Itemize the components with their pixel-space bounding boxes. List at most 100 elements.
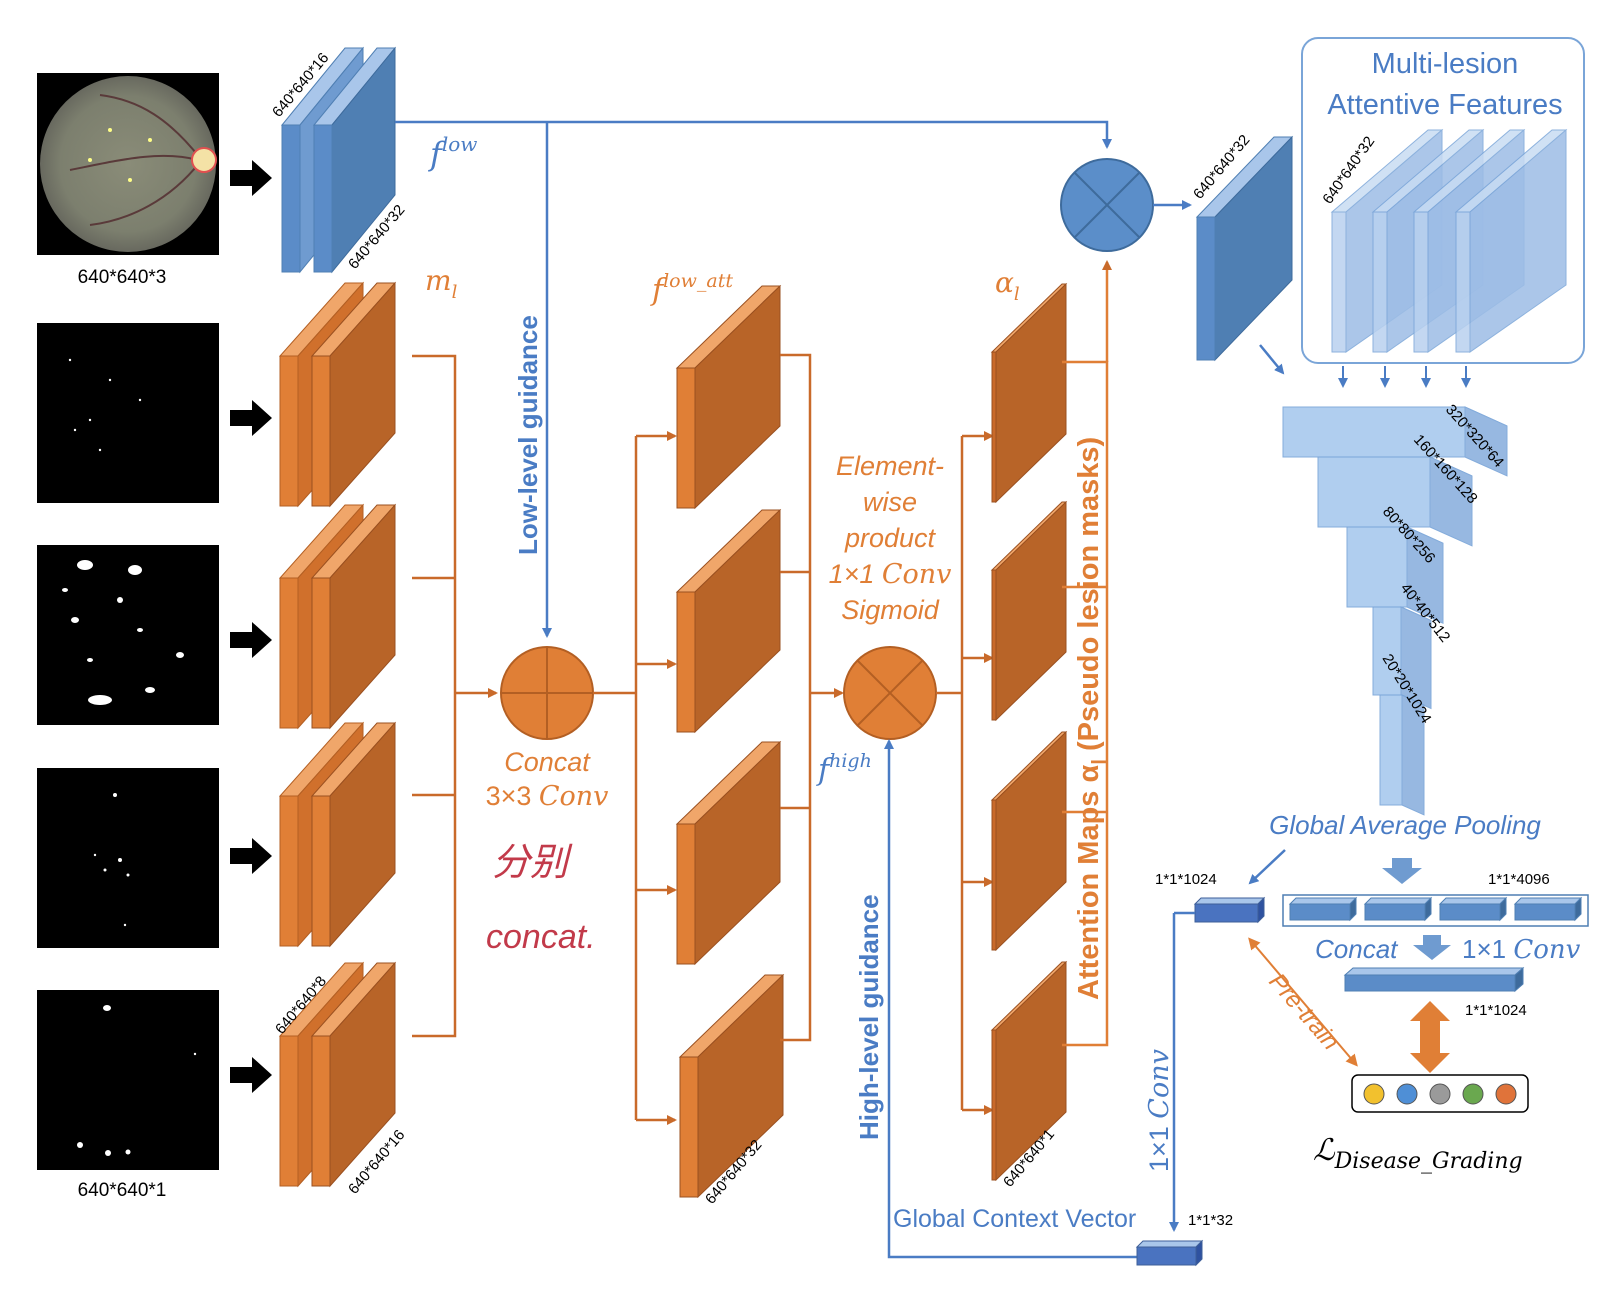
pooling-to-vector-arrow [1248,849,1286,885]
output-product-circle [1060,158,1192,252]
fc-vector-dim: 1*1*1024 [1465,1002,1527,1019]
svg-text:Element-: Element- [836,451,944,481]
low-att-feature-blocks [675,284,785,1199]
global-context-label: Global Context Vector [893,1205,1136,1233]
concat-conv-label: Concat 1×1 Conv [1315,934,1581,965]
pooling-down-arrow-icon [1382,858,1422,884]
alpha-distribution-lines [936,431,994,1115]
vector-segment [1438,896,1508,922]
low-att-block [675,508,782,734]
svg-text:分别: 分别 [492,842,573,884]
mask-block-front [310,503,397,730]
mask-block-front [310,961,397,1188]
encoder-block: 640*640*16 640*640*32 [269,46,408,274]
high-level-guidance-label: High-level guidance [854,894,884,1140]
loss-class-dot [1429,1083,1451,1105]
svg-text:flow_att: flow_att [650,270,733,308]
svg-text:Attention Maps αl (Pseudo lesi: Attention Maps αl (Pseudo lesion masks) [1073,437,1111,1000]
input-fundus-image: 640*640*3 [37,73,219,288]
pyramid-level [1317,456,1473,547]
multi-lesion-title-1: Multi-lesion [1372,48,1519,80]
input-arrow-icon [230,160,272,196]
alpha-block [990,960,1068,1182]
loss-class-dot [1495,1083,1517,1105]
gap-vector-1024: 1*1*1024 [1155,871,1266,924]
vector-segments [1288,896,1583,922]
fc-vector-1024: 1*1*1024 [1343,966,1527,1019]
vector-segment [1363,896,1433,922]
svg-text:concat.: concat. [486,918,596,956]
attention-maps-label: Attention Maps αl (Pseudo lesion masks) [1073,437,1111,1000]
svg-text:3×3 Conv: 3×3 Conv [486,781,609,812]
svg-text:ml: ml [425,264,458,303]
svg-text:1×1 Conv: 1×1 Conv [1144,1049,1175,1172]
alpha-block [990,730,1068,952]
alpha-collector-lines [1062,260,1112,1047]
mask-block-front [310,721,397,948]
svg-text:flow: flow [428,132,477,173]
multi-lesion-title-2: Attentive Features [1327,89,1562,121]
pyramid-level [1346,526,1444,624]
low-att-collector-lines [780,353,844,1042]
f-low-att-label: flow_att [650,270,733,308]
input-mask-3 [37,768,219,948]
high-level-guidance-line [884,739,1195,1259]
context-vector-dim: 1*1*32 [1188,1212,1233,1229]
low-att-block [675,284,782,510]
loss-label: ℒDisease_Grading [1313,1133,1523,1174]
mask-block-front [310,281,397,508]
svg-text:product: product [844,523,937,553]
input-arrows [230,160,272,1093]
pyramid-level [1372,606,1432,710]
svg-text:1×1 Conv: 1×1 Conv [829,559,952,590]
concat-label: Concat 3×3 Conv [486,747,609,812]
alpha-attention-blocks [990,282,1068,1182]
loss-vector [1351,1074,1529,1113]
svg-text:fhigh: fhigh [816,750,872,788]
mask-feature-blocks [278,281,397,1188]
mask-collector-lines [412,354,498,1038]
concat-vector-dim: 1*1*4096 [1488,871,1550,888]
f-low-label: flow [428,132,477,173]
svg-text:Sigmoid: Sigmoid [841,595,940,625]
concat-circle [500,646,594,740]
svg-text:ℒDisease_Grading: ℒDisease_Grading [1313,1133,1523,1174]
input-image-dim: 640*640*3 [78,267,167,288]
svg-text:Concat: Concat [1315,934,1399,964]
pooling-label: Global Average Pooling [1269,810,1541,840]
alpha-block [990,282,1068,504]
down-arrow-icon [1413,935,1451,960]
elementwise-label: Element- wise product 1×1 Conv Sigmoid [829,451,952,625]
svg-text:wise: wise [863,487,917,517]
alpha-label: αl [995,266,1020,305]
context-conv-label: 1×1 Conv [1144,1049,1175,1172]
feature-pyramid: 320*320*64160*160*12880*80*25640*40*5122… [1282,401,1508,816]
input-arrow-icon [230,622,272,658]
pyramid-level [1282,406,1508,477]
vector-segment [1513,896,1583,922]
input-arrow-icon [230,838,272,874]
elementwise-product-circle [843,646,937,740]
loss-class-dot [1363,1083,1385,1105]
input-mask-2 [37,545,219,725]
f-high-label: fhigh [816,750,872,788]
m-l-label: ml [425,264,458,303]
svg-text:Global Average Pooling: Global Average Pooling [1269,810,1541,840]
multi-lesion-down-arrows [1338,366,1471,388]
low-att-block [678,973,785,1199]
global-context-vector: 1*1*32 [1135,1212,1233,1267]
input-arrow-icon [230,1057,272,1093]
low-level-guidance-line [395,120,1112,638]
pyramid-level [1379,694,1425,816]
output-feature-block: 640*640*32 [1190,132,1294,375]
multi-lesion-block [1454,128,1568,353]
svg-text:1×1 Conv: 1×1 Conv [1462,934,1581,965]
alpha-block [990,500,1068,722]
svg-text:Concat: Concat [504,747,591,777]
low-att-distribution-lines [593,431,677,1125]
input-mask-1 [37,323,219,503]
input-arrow-icon [230,400,272,436]
input-mask-4: 640*640*1 [37,990,219,1201]
loss-class-dot [1462,1083,1484,1105]
